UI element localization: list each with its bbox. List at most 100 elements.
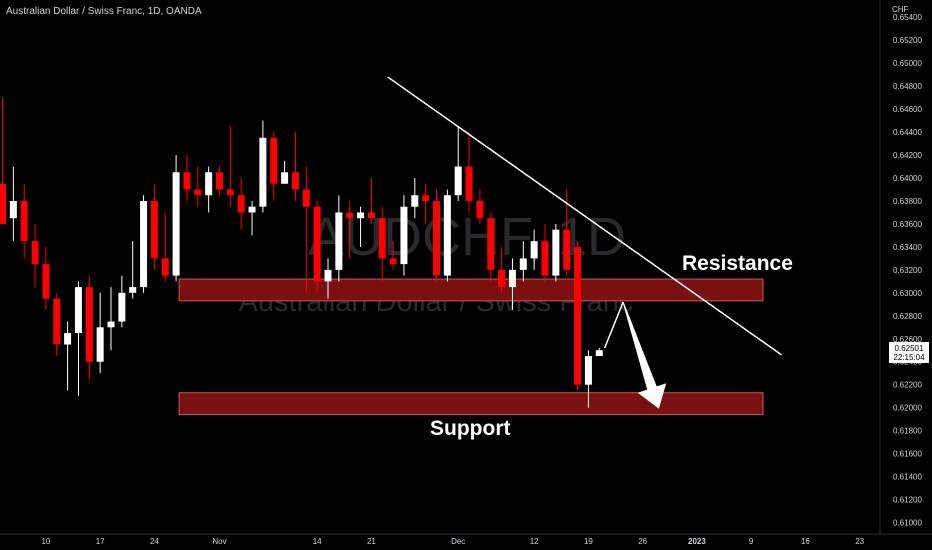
price-tick-label: 0.64000 <box>893 174 922 183</box>
candle <box>74 281 82 397</box>
candle-body <box>584 356 592 385</box>
candle-body <box>259 137 267 207</box>
candle-body <box>270 137 278 184</box>
candle-body <box>335 212 343 270</box>
candle <box>31 223 39 288</box>
candle-body <box>552 229 560 276</box>
projection-arrow <box>622 301 667 409</box>
time-tick-label: 23 <box>855 537 864 546</box>
candle-body <box>519 258 527 270</box>
candle <box>161 212 169 282</box>
candle <box>465 132 473 213</box>
candle <box>411 178 419 219</box>
price-tick-label: 0.62000 <box>893 404 922 413</box>
candle <box>150 183 158 270</box>
candle-body <box>563 229 571 270</box>
candle-body <box>216 172 223 190</box>
candle-body <box>205 172 213 196</box>
candle-body <box>454 166 462 196</box>
candle <box>42 246 50 311</box>
candle <box>508 258 516 311</box>
price-tick-label: 0.63200 <box>893 266 922 275</box>
price-tick-label: 0.65000 <box>893 59 922 68</box>
candle <box>378 206 386 282</box>
candle <box>552 223 560 282</box>
candle-body <box>172 172 180 276</box>
candle-body <box>161 258 169 276</box>
time-tick-label: 19 <box>584 537 593 546</box>
candle-body <box>357 212 365 219</box>
candle <box>118 275 126 328</box>
price-tick-label: 0.65200 <box>893 36 922 45</box>
candle-body <box>85 287 93 362</box>
candle-body <box>541 241 549 276</box>
time-axis[interactable]: 10 17 24 Nov 14 21 Dec 12 19 26 2023 9 16 23 <box>0 533 932 546</box>
candle-body <box>498 269 506 288</box>
candle-body <box>53 298 61 345</box>
candle-body <box>476 200 484 219</box>
candle <box>357 206 365 247</box>
time-tick-label: 24 <box>150 537 159 546</box>
candle-body <box>487 218 495 270</box>
candle-body <box>433 200 440 276</box>
candle <box>335 195 343 282</box>
time-tick-label: 21 <box>367 537 376 546</box>
candle-body <box>324 269 332 282</box>
candle <box>270 132 278 201</box>
price-tick-label: 0.61800 <box>893 427 922 436</box>
candle-body <box>20 200 28 242</box>
price-tick-label: 0.64800 <box>893 82 922 91</box>
price-tick-label: 0.64400 <box>893 128 922 137</box>
candle <box>313 200 321 293</box>
candle-body <box>118 292 126 322</box>
price-tick-label: 0.61600 <box>893 450 922 459</box>
candle-body <box>574 246 582 385</box>
resistance-trendline <box>387 76 782 356</box>
candle <box>487 212 495 282</box>
resistance-zone <box>178 278 764 302</box>
candle-body <box>291 172 299 190</box>
candle <box>476 189 484 224</box>
candle-body <box>248 206 256 213</box>
candle <box>53 292 61 356</box>
candle-body <box>96 327 104 362</box>
candle <box>367 178 375 224</box>
candle-body <box>183 172 191 190</box>
time-tick-label: 12 <box>530 537 539 546</box>
price-tick-label: 0.63400 <box>893 243 922 252</box>
candle-body <box>422 195 430 201</box>
price-tick-label: 0.62200 <box>893 381 922 390</box>
candle-body <box>150 200 158 259</box>
time-tick-label: 14 <box>313 537 322 546</box>
candle <box>584 350 592 408</box>
candle <box>324 258 332 299</box>
candle <box>226 126 234 207</box>
candle <box>129 241 137 299</box>
candle <box>498 246 506 293</box>
price-axis[interactable]: CHF 0.65400 0.65200 0.65000 0.64800 0.64600 0… <box>879 0 922 534</box>
time-tick-label: 2023 <box>688 537 706 546</box>
candle-body <box>0 183 6 224</box>
candle <box>0 97 6 224</box>
candle <box>291 132 299 201</box>
candle-body <box>74 287 82 334</box>
last-price-value: 0.62501 <box>895 344 924 353</box>
price-tick-label: 0.63800 <box>893 197 922 206</box>
candle <box>574 241 582 391</box>
zones-layer <box>178 278 764 416</box>
candle-body <box>389 258 397 265</box>
candle-body <box>140 200 148 288</box>
candle-body <box>367 212 375 219</box>
labels-layer: Resistance Support <box>430 252 793 440</box>
candle <box>281 160 289 184</box>
time-tick-label: 9 <box>749 537 754 546</box>
candle-body <box>129 287 137 293</box>
candle <box>205 166 213 213</box>
price-tick-label: 0.61400 <box>893 473 922 482</box>
time-tick-label: 10 <box>41 537 50 546</box>
price-tick-label: 0.61200 <box>893 496 922 505</box>
candle-body <box>107 321 115 328</box>
candle <box>259 120 267 213</box>
